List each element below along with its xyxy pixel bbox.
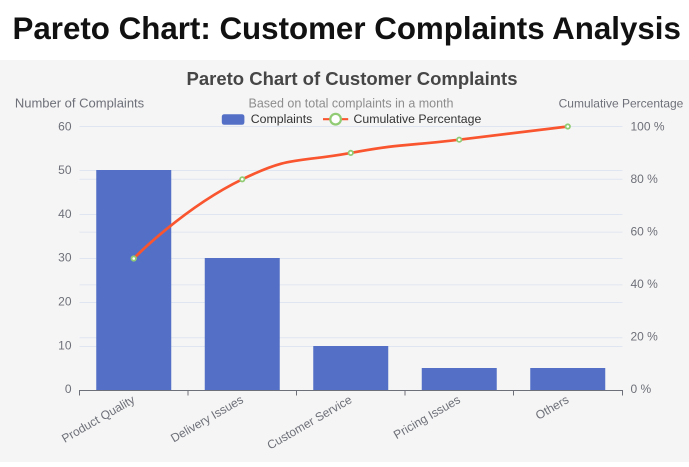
svg-text:10: 10 xyxy=(58,338,72,352)
svg-text:40: 40 xyxy=(58,207,72,221)
svg-text:30: 30 xyxy=(58,251,72,265)
svg-text:Cumulative Percentage: Cumulative Percentage xyxy=(559,96,684,110)
svg-text:Cumulative Percentage: Cumulative Percentage xyxy=(354,112,482,126)
svg-text:Customer Service: Customer Service xyxy=(265,392,355,452)
svg-text:60: 60 xyxy=(58,119,72,133)
svg-text:Based on total complaints in a: Based on total complaints in a month xyxy=(249,96,454,110)
svg-text:Product Quality: Product Quality xyxy=(59,392,137,445)
svg-text:Pricing Issues: Pricing Issues xyxy=(391,392,463,441)
svg-text:Pareto Chart of Customer Compl: Pareto Chart of Customer Complaints xyxy=(187,68,518,89)
svg-text:60 %: 60 % xyxy=(631,224,659,238)
svg-text:80 %: 80 % xyxy=(631,172,659,186)
svg-text:Delivery Issues: Delivery Issues xyxy=(168,392,245,445)
svg-text:Number of Complaints: Number of Complaints xyxy=(15,95,145,110)
svg-text:100 %: 100 % xyxy=(631,119,665,133)
svg-text:40 %: 40 % xyxy=(631,277,659,291)
svg-text:20: 20 xyxy=(58,295,72,309)
svg-text:20 %: 20 % xyxy=(631,330,659,344)
svg-text:0 %: 0 % xyxy=(631,382,652,396)
svg-text:50: 50 xyxy=(58,163,72,177)
svg-text:Others: Others xyxy=(533,392,571,422)
svg-text:0: 0 xyxy=(65,382,72,396)
svg-text:Complaints: Complaints xyxy=(251,112,313,126)
